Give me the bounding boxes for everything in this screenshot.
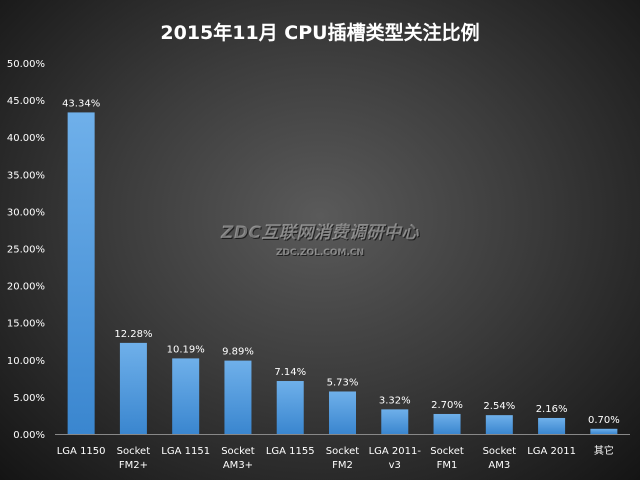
- bars-group: 43.34% 12.28% 10.19% 9.89% 7.14% 5.73% 3.32% 2.…: [62, 98, 620, 434]
- y-tick-label: 30.00%: [7, 207, 45, 218]
- bar-value-label: 10.19%: [167, 344, 205, 355]
- bar-value-label: 43.34%: [62, 98, 100, 109]
- bar: [119, 342, 147, 434]
- x-tick-label: Socket: [483, 446, 517, 457]
- x-tick-label: 其它: [594, 444, 614, 457]
- x-tick-label: FM2+: [119, 460, 148, 471]
- bar: [433, 413, 461, 434]
- watermark-text: ZDC互联网消费调研中心: [221, 223, 419, 243]
- y-tick-label: 35.00%: [7, 170, 45, 181]
- bar: [590, 428, 618, 434]
- bar: [224, 360, 252, 434]
- x-tick-label: FM2: [332, 460, 353, 471]
- bar-value-label: 5.73%: [327, 377, 359, 388]
- bar-value-label: 9.89%: [222, 347, 254, 358]
- bar-value-label: 2.16%: [536, 404, 568, 415]
- y-tick-label: 50.00%: [7, 59, 45, 70]
- bar-value-label: 2.54%: [483, 401, 515, 412]
- y-axis: 0.00% 5.00% 10.00% 15.00% 20.00% 25.00% 30.00%…: [7, 59, 45, 441]
- x-tick-label: LGA 1150: [57, 446, 106, 457]
- y-tick-label: 40.00%: [7, 133, 45, 144]
- bar: [329, 391, 356, 434]
- bar-value-label: 3.32%: [379, 395, 411, 406]
- bar: [276, 381, 304, 434]
- y-tick-label: 5.00%: [13, 393, 45, 404]
- bar-value-label: 2.70%: [431, 400, 463, 411]
- bar-value-label: 0.70%: [588, 415, 620, 426]
- bar: [538, 417, 566, 434]
- bar-value-label: 7.14%: [274, 367, 306, 378]
- x-tick-label: Socket: [221, 446, 255, 457]
- x-tick-label: LGA 2011-: [369, 446, 422, 457]
- x-axis: LGA 1150 Socket FM2+ LGA 1151 Socket AM3+ LGA …: [55, 434, 630, 471]
- bar: [172, 358, 200, 434]
- x-tick-label: AM3+: [223, 460, 253, 471]
- watermark-url: ZDC.ZOL.COM.CN: [275, 248, 365, 258]
- x-tick-label: Socket: [430, 446, 464, 457]
- x-tick-label: Socket: [326, 446, 360, 457]
- y-tick-label: 10.00%: [7, 356, 45, 367]
- y-tick-label: 0.00%: [13, 430, 45, 441]
- x-tick-label: LGA 1151: [161, 446, 210, 457]
- bar-value-label: 12.28%: [114, 329, 152, 340]
- chart-title: 2015年11月 CPU插槽类型关注比例: [160, 22, 480, 44]
- bar: [67, 112, 95, 434]
- x-tick-label: LGA 1155: [266, 446, 315, 457]
- y-tick-label: 45.00%: [7, 96, 45, 107]
- y-tick-label: 15.00%: [7, 319, 45, 330]
- x-tick-label: LGA 2011: [527, 446, 576, 457]
- x-tick-label: AM3: [488, 460, 510, 471]
- x-tick-label: Socket: [117, 446, 151, 457]
- bar: [381, 409, 409, 434]
- x-tick-label: v3: [389, 460, 401, 471]
- bar: [485, 415, 513, 434]
- x-tick-label: FM1: [437, 460, 458, 471]
- y-tick-label: 25.00%: [7, 245, 45, 256]
- y-tick-label: 20.00%: [7, 282, 45, 293]
